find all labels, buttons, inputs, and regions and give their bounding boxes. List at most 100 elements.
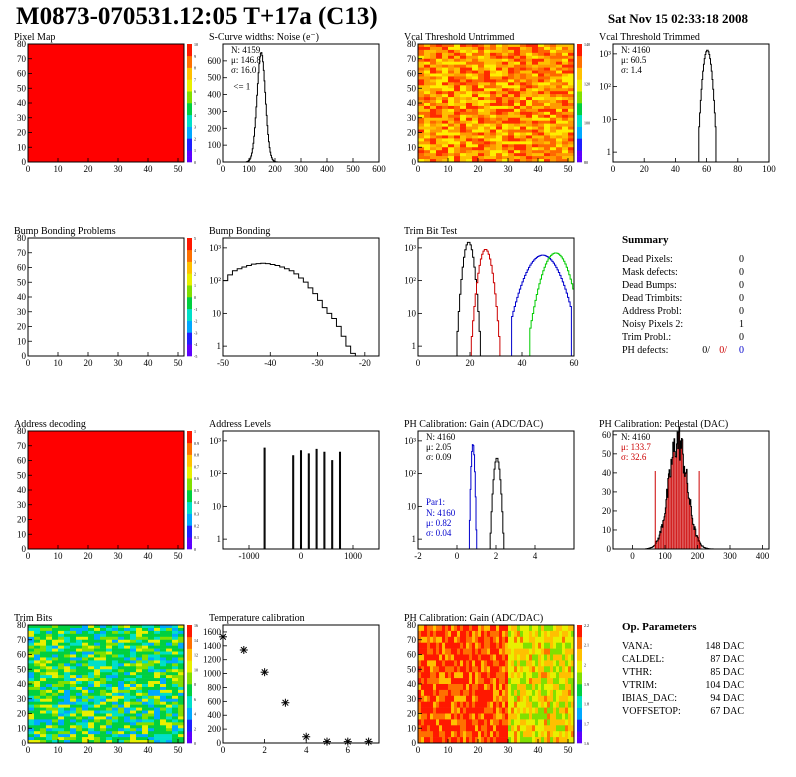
map-cell bbox=[430, 695, 434, 702]
map-cell bbox=[130, 660, 137, 664]
map-cell bbox=[178, 737, 185, 741]
map-cell bbox=[568, 672, 572, 679]
map-cell bbox=[40, 663, 47, 667]
map-cell bbox=[523, 636, 527, 643]
map-cell bbox=[439, 648, 443, 655]
map-cell bbox=[154, 698, 161, 702]
map-cell bbox=[499, 731, 503, 738]
colorbar-segment bbox=[187, 267, 192, 274]
map-cell bbox=[28, 719, 35, 723]
map-cell bbox=[424, 135, 431, 139]
map-cell bbox=[136, 648, 143, 652]
map-cell bbox=[442, 689, 446, 697]
map-cell bbox=[508, 132, 515, 136]
map-cell bbox=[484, 138, 491, 142]
map-cell bbox=[46, 707, 53, 711]
map-cell bbox=[520, 111, 527, 116]
map-cell bbox=[34, 710, 41, 714]
map-cell bbox=[571, 654, 575, 661]
map-cell bbox=[478, 111, 485, 116]
spike-bar bbox=[292, 455, 295, 549]
map-cell bbox=[496, 120, 503, 124]
colorbar-segment bbox=[187, 436, 192, 444]
map-cell bbox=[472, 76, 479, 80]
x-tick-label: 0 bbox=[611, 164, 616, 174]
map-cell bbox=[70, 669, 77, 673]
map-cell bbox=[532, 701, 536, 708]
map-cell bbox=[460, 625, 464, 632]
y-tick-label: 400 bbox=[208, 90, 222, 100]
map-cell bbox=[475, 648, 479, 655]
map-cell bbox=[520, 126, 527, 130]
map-cell bbox=[430, 105, 437, 110]
panel-title: Vcal Threshold Trimmed bbox=[599, 32, 700, 43]
map-cell bbox=[514, 111, 521, 116]
map-cell bbox=[418, 138, 425, 142]
map-cell bbox=[64, 669, 71, 673]
map-cell bbox=[436, 625, 440, 632]
map-cell bbox=[136, 642, 143, 646]
map-cell bbox=[544, 49, 551, 54]
map-cell bbox=[427, 678, 431, 685]
map-cell bbox=[562, 737, 566, 744]
map-cell bbox=[475, 707, 479, 714]
map-cell bbox=[424, 660, 428, 667]
map-cell bbox=[166, 737, 173, 741]
map-cell bbox=[166, 740, 173, 744]
map-cell bbox=[511, 666, 515, 673]
map-cell bbox=[172, 633, 179, 638]
map-cell bbox=[568, 88, 575, 92]
map-cell bbox=[154, 654, 161, 658]
scatter-point bbox=[260, 668, 269, 677]
map-cell bbox=[418, 156, 425, 160]
map-cell bbox=[562, 672, 566, 679]
map-cell bbox=[142, 686, 149, 691]
map-cell bbox=[460, 678, 464, 685]
map-cell bbox=[481, 672, 485, 679]
map-cell bbox=[427, 648, 431, 655]
map-cell bbox=[487, 701, 491, 708]
map-cell bbox=[154, 645, 161, 649]
map-cell bbox=[532, 103, 539, 107]
map-cell bbox=[466, 103, 473, 107]
map-cell bbox=[526, 159, 533, 163]
map-cell bbox=[472, 672, 476, 679]
map-cell bbox=[568, 64, 575, 68]
map-cell bbox=[514, 678, 518, 685]
map-cell bbox=[562, 642, 566, 649]
map-cell bbox=[508, 636, 512, 643]
map-cell bbox=[460, 654, 464, 661]
map-cell bbox=[550, 58, 557, 62]
map-cell bbox=[430, 114, 437, 119]
map-cell bbox=[100, 645, 107, 649]
map-cell bbox=[490, 144, 497, 148]
map-cell bbox=[457, 666, 461, 673]
colorbar-tick-label: 1.7 bbox=[584, 721, 589, 726]
map-cell bbox=[136, 740, 143, 744]
map-cell bbox=[562, 654, 566, 661]
map-cell bbox=[436, 156, 443, 160]
map-fill bbox=[28, 44, 184, 162]
map-cell bbox=[430, 97, 437, 101]
map-cell bbox=[526, 67, 533, 71]
map-cell bbox=[535, 731, 539, 738]
map-cell bbox=[46, 737, 53, 741]
map-cell bbox=[40, 639, 47, 643]
map-cell bbox=[526, 73, 533, 77]
map-cell bbox=[493, 731, 497, 738]
map-cell bbox=[460, 61, 467, 65]
y-tick-label: 60 bbox=[17, 263, 27, 273]
map-cell bbox=[514, 123, 521, 127]
map-cell bbox=[550, 103, 557, 107]
map-cell bbox=[82, 701, 89, 705]
map-cell bbox=[430, 67, 437, 71]
map-cell bbox=[460, 120, 467, 124]
map-cell bbox=[490, 150, 497, 154]
map-cell bbox=[562, 132, 569, 136]
map-cell bbox=[514, 654, 518, 661]
map-cell bbox=[418, 46, 425, 51]
map-cell bbox=[478, 105, 485, 110]
map-cell bbox=[118, 684, 125, 688]
map-cell bbox=[460, 64, 467, 68]
